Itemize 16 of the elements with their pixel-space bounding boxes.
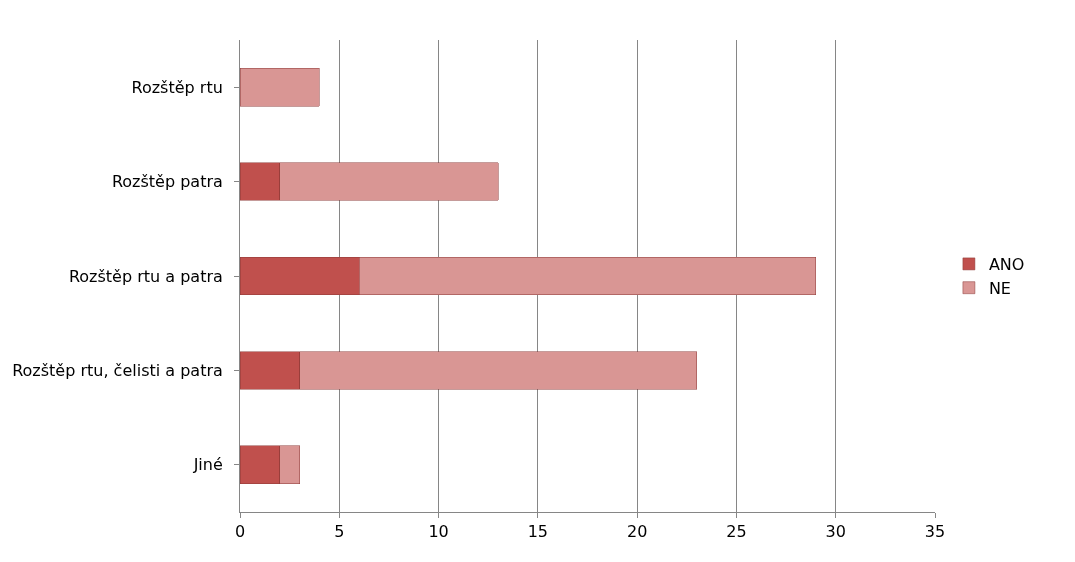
x-tick-label: 0	[234, 522, 246, 542]
y-tick-label: Rozštěp patra	[111, 172, 223, 192]
x-tick-label: 30	[825, 522, 846, 542]
x-tick-label: 15	[527, 522, 549, 542]
x-tick-label: 5	[334, 522, 345, 542]
y-tick-label: Rozštěp rtu, čelisti a patra	[12, 361, 223, 380]
legend-label: NE	[988, 278, 1011, 298]
y-tick-label: Rozštěp rtu	[131, 77, 223, 97]
legend-label: ANO	[988, 255, 1025, 275]
x-tick-label: 10	[428, 522, 449, 542]
y-tick-label: Jiné	[192, 455, 223, 475]
bar	[240, 68, 320, 107]
x-tick-label: 20	[626, 522, 648, 542]
x-tick-label: 25	[726, 522, 747, 542]
x-tick-label: 35	[924, 522, 946, 542]
y-tick-label: Rozštěp rtu a patra	[68, 266, 223, 286]
